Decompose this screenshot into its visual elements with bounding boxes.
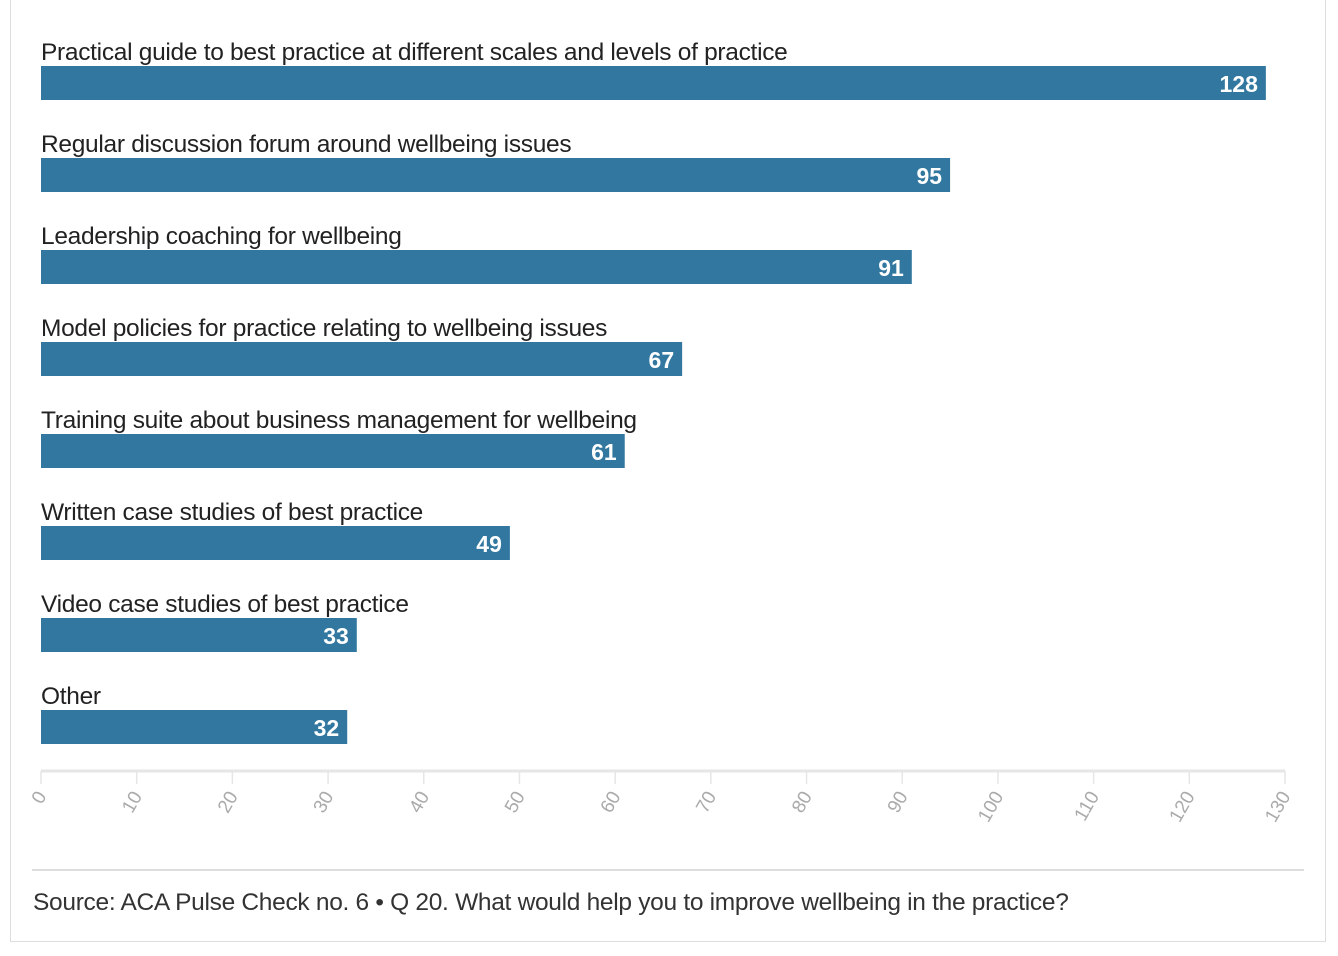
- x-tick-label: 70: [692, 788, 721, 817]
- data-label: 67: [649, 347, 675, 373]
- bar: [41, 66, 1266, 100]
- x-tick-label: 30: [310, 788, 339, 817]
- bar: [41, 526, 510, 560]
- x-tick-label: 20: [214, 788, 243, 817]
- category-label: Other: [41, 683, 101, 710]
- category-label: Written case studies of best practice: [41, 499, 423, 526]
- x-tick-label: 10: [118, 788, 147, 817]
- category-label: Video case studies of best practice: [41, 591, 409, 618]
- x-tick-label: 100: [974, 788, 1008, 826]
- data-label: 91: [878, 255, 904, 281]
- data-label: 49: [476, 531, 502, 557]
- data-label: 128: [1219, 71, 1258, 97]
- data-label: 33: [323, 623, 349, 649]
- footer-divider: [32, 869, 1304, 871]
- bar: [41, 250, 912, 284]
- source-note: Source: ACA Pulse Check no. 6 • Q 20. Wh…: [33, 889, 1069, 916]
- x-tick-label: 60: [597, 788, 626, 817]
- x-tick-label: 80: [788, 788, 817, 817]
- bar: [41, 158, 951, 192]
- bar: [41, 342, 683, 376]
- category-label: Regular discussion forum around wellbein…: [41, 131, 571, 158]
- bar: [41, 434, 625, 468]
- bar: [41, 710, 348, 744]
- x-tick-label: 0: [28, 788, 51, 808]
- x-tick-label: 40: [405, 788, 434, 817]
- category-label: Training suite about business management…: [41, 407, 637, 434]
- data-label: 61: [591, 439, 617, 465]
- category-label: Model policies for practice relating to …: [41, 315, 607, 342]
- x-tick-label: 50: [501, 788, 530, 817]
- category-label: Leadership coaching for wellbeing: [41, 223, 402, 250]
- data-label: 32: [314, 715, 340, 741]
- x-tick-label: 110: [1071, 788, 1104, 825]
- chart-card: [10, 0, 1326, 942]
- x-tick-label: 90: [884, 788, 913, 817]
- category-label: Practical guide to best practice at diff…: [41, 39, 788, 66]
- x-tick-label: 120: [1166, 788, 1200, 826]
- bar: [41, 618, 357, 652]
- x-tick-label: 130: [1261, 788, 1295, 826]
- data-label: 95: [916, 163, 942, 189]
- bar-chart: Practical guide to best practice at diff…: [28, 39, 1295, 826]
